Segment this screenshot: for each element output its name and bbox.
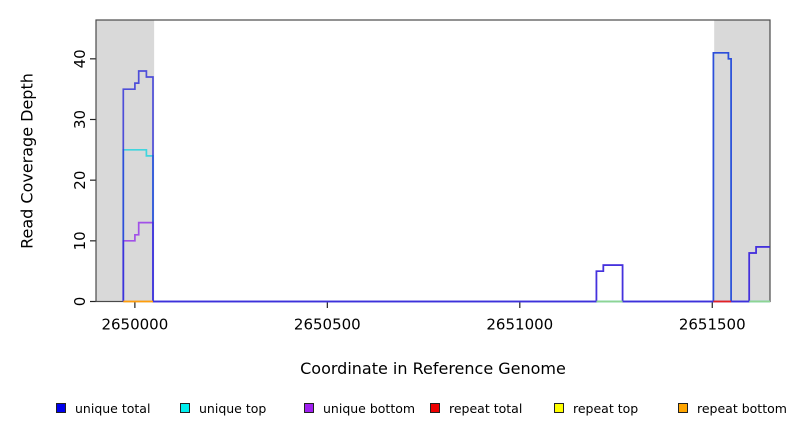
legend: unique total unique top unique bottom repea…	[0, 397, 792, 423]
legend-swatch-icon	[430, 403, 440, 413]
legend-swatch-icon	[304, 403, 314, 413]
coverage-plot: 2650000 2650500 2651000 2651500 0 10 20 30 40	[71, 19, 771, 334]
shaded-region	[96, 20, 155, 302]
legend-swatch-icon	[554, 403, 564, 413]
legend-swatch-icon	[678, 403, 688, 413]
y-tick-label: 0	[71, 297, 89, 307]
x-tick-label: 2650000	[101, 316, 168, 334]
y-tick-label: 10	[71, 231, 89, 250]
legend-item-repeat-total: repeat total	[430, 397, 522, 419]
shaded-region	[714, 20, 770, 302]
series-unique-top	[122, 51, 770, 303]
legend-label: repeat total	[449, 400, 523, 416]
legend-item-unique-top: unique top	[180, 397, 266, 419]
legend-item-repeat-top: repeat top	[554, 397, 638, 419]
legend-item-repeat-bottom: repeat bottom	[678, 397, 787, 419]
series-unique-total	[122, 51, 770, 303]
legend-item-unique-bottom: unique bottom	[304, 397, 415, 419]
legend-item-unique-total: unique total	[56, 397, 150, 419]
legend-label: unique total	[75, 400, 151, 416]
legend-label: unique bottom	[323, 400, 416, 416]
legend-swatch-icon	[180, 403, 190, 413]
y-tick-label: 20	[71, 171, 89, 190]
x-axis-title: Coordinate in Reference Genome	[300, 359, 566, 378]
series-unique-bottom	[122, 221, 770, 303]
x-tick-label: 2651500	[679, 316, 746, 334]
x-tick-label: 2651000	[486, 316, 553, 334]
legend-label: repeat bottom	[697, 400, 787, 416]
y-tick-label: 40	[71, 49, 89, 68]
plot-box	[95, 19, 771, 303]
legend-label: unique top	[199, 400, 267, 416]
legend-label: repeat top	[573, 400, 639, 416]
y-tick-label: 30	[71, 110, 89, 129]
legend-swatch-icon	[56, 403, 66, 413]
x-tick-label: 2650500	[294, 316, 361, 334]
y-axis-title: Read Coverage Depth	[17, 73, 37, 249]
